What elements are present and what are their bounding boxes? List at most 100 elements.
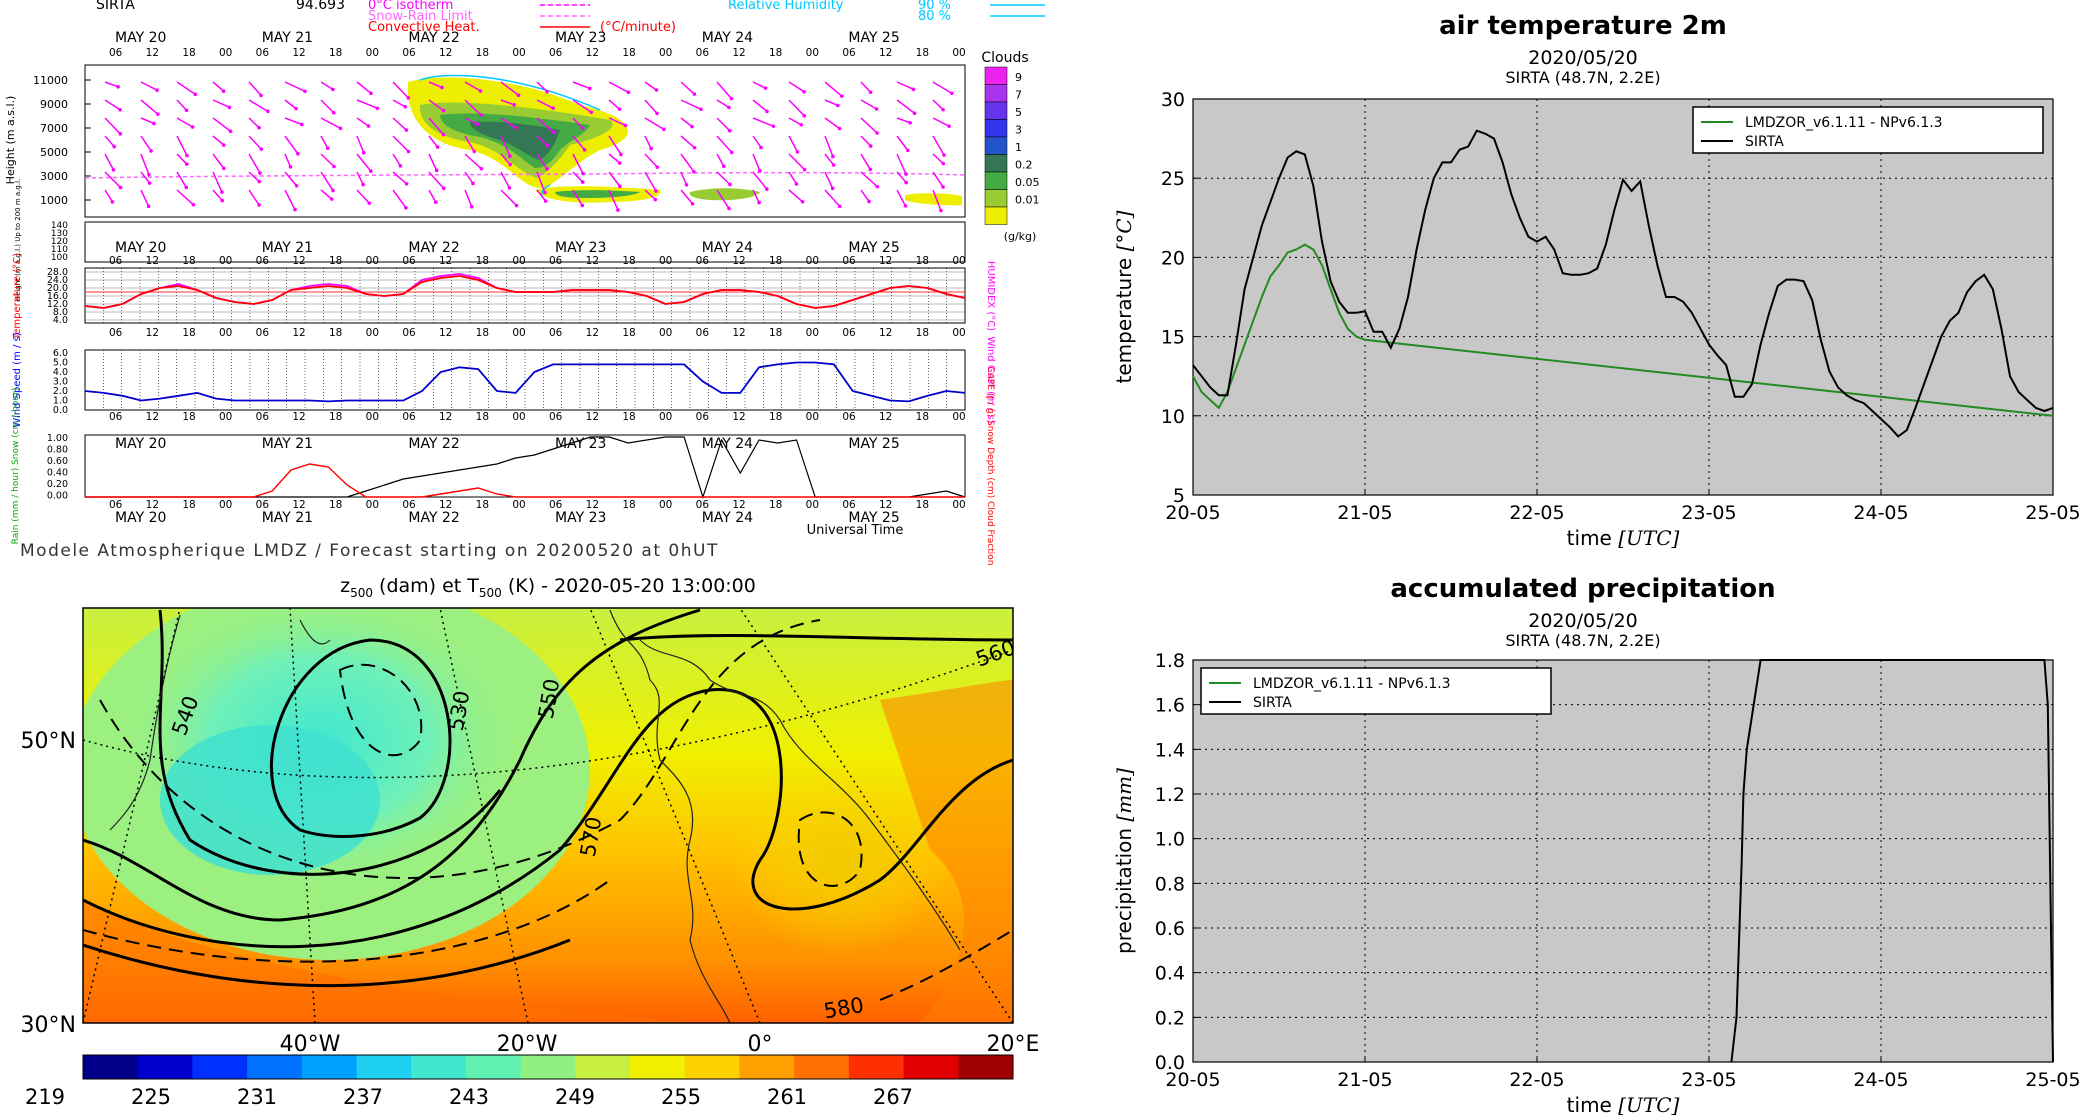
wind-arrow bbox=[140, 117, 155, 125]
height-tick: 11000 bbox=[33, 74, 68, 87]
wind-arrow-head bbox=[110, 200, 115, 204]
y-tick-label: 0.6 bbox=[1155, 918, 1185, 940]
contour-530 bbox=[269, 638, 452, 838]
wind-arrow-head bbox=[582, 147, 587, 152]
hour-label: 00 bbox=[952, 499, 965, 511]
day-label: MAY 24 bbox=[702, 30, 753, 46]
day-label: MAY 20 bbox=[115, 30, 166, 46]
wind-arrow bbox=[464, 189, 473, 207]
wind-arrow-head bbox=[258, 171, 262, 175]
height-tick: 7000 bbox=[40, 122, 68, 135]
hour-label: 18 bbox=[622, 255, 635, 267]
wind-arrow-head bbox=[794, 182, 799, 186]
hour-label: 06 bbox=[696, 411, 710, 423]
wind-arrow-head bbox=[728, 182, 732, 187]
day-label: MAY 25 bbox=[848, 240, 899, 256]
wind-arrow bbox=[680, 189, 694, 205]
hour-label: 18 bbox=[622, 327, 635, 339]
wind-arrow-head bbox=[288, 165, 293, 169]
hour-label: 06 bbox=[549, 47, 563, 59]
wind-arrow bbox=[608, 135, 622, 155]
hour-label: 12 bbox=[879, 255, 892, 267]
wind-arrows bbox=[104, 81, 954, 213]
wind-arrow bbox=[176, 81, 196, 95]
hour-label: 18 bbox=[916, 327, 929, 339]
hour-label: 06 bbox=[256, 499, 270, 511]
hour-label: 00 bbox=[806, 411, 819, 423]
day-label: MAY 20 bbox=[115, 240, 166, 256]
meteogram-lowlevel-panel bbox=[84, 221, 966, 263]
wind-arrow-head bbox=[507, 186, 512, 190]
hour-label: 12 bbox=[146, 47, 159, 59]
wind-arrow-head bbox=[221, 143, 226, 147]
wind-arrow-head bbox=[911, 87, 916, 92]
wind-arrow bbox=[140, 153, 150, 175]
wind-arrow-head bbox=[840, 94, 844, 98]
wind-arrow bbox=[752, 99, 768, 112]
x-axis-label: time [UTC] bbox=[1567, 1093, 1680, 1117]
wind-arrow-head bbox=[875, 184, 880, 189]
hour-label: 12 bbox=[439, 47, 452, 59]
wind-arrow-head bbox=[692, 92, 697, 96]
hour-label: 18 bbox=[182, 499, 195, 511]
hour-label: 18 bbox=[476, 499, 489, 511]
colorbar-swatch bbox=[984, 136, 1008, 155]
hour-label: 06 bbox=[256, 327, 270, 339]
meteogram-precip-content: 1.000.800.600.400.200.00 Rain (mm / hour)… bbox=[11, 367, 995, 566]
y-tick-label: 10 bbox=[1161, 406, 1185, 428]
wind-arrow bbox=[500, 81, 520, 96]
wind-arrow bbox=[356, 135, 365, 153]
wind-arrow bbox=[104, 189, 114, 203]
hour-label: 18 bbox=[622, 499, 635, 511]
map-colorbar-swatch bbox=[465, 1055, 522, 1079]
wind-arrow-head bbox=[228, 129, 233, 134]
wind-arrow bbox=[644, 171, 657, 192]
wind-arrow bbox=[680, 171, 688, 186]
hour-label: 12 bbox=[146, 411, 159, 423]
y-tick-label: 30 bbox=[1161, 89, 1185, 111]
hour-label: 18 bbox=[916, 411, 929, 423]
wind-arrow bbox=[716, 189, 730, 209]
x-axis-label: time [UTC] bbox=[1567, 526, 1680, 550]
hour-label: 00 bbox=[512, 327, 525, 339]
wind-arrow bbox=[716, 171, 731, 186]
hour-label: 00 bbox=[512, 255, 525, 267]
isotherm-cutoff bbox=[797, 811, 863, 887]
wind-arrow-head bbox=[296, 151, 300, 156]
colorbar-swatch bbox=[984, 189, 1008, 208]
hour-label: 00 bbox=[659, 411, 672, 423]
cape-axis-label: CAPE (J / g) Snow Depth (cm) Cloud Fract… bbox=[985, 367, 995, 566]
wind-arrow-head bbox=[329, 197, 334, 201]
colorbar-tick: 0.2 bbox=[1015, 159, 1033, 172]
wind-arrow bbox=[896, 99, 916, 114]
wind-arrow-head bbox=[868, 144, 873, 148]
wind-arrow bbox=[860, 99, 877, 110]
hour-label: 06 bbox=[256, 411, 270, 423]
wind-arrow-head bbox=[589, 110, 594, 115]
hour-label: 18 bbox=[476, 47, 489, 59]
hour-label: 18 bbox=[622, 47, 635, 59]
hour-label: 12 bbox=[732, 411, 745, 423]
coastline-greenland bbox=[109, 614, 181, 831]
y-axis-label-text: precipitation bbox=[1112, 822, 1136, 954]
hour-label: 00 bbox=[952, 327, 965, 339]
meteogram-temperature-content: 28.024.020.016.012.08.04.0 Temperature (°… bbox=[12, 253, 996, 340]
wind-arrow-head bbox=[155, 88, 159, 92]
x-tick-label: 22-05 bbox=[1509, 1069, 1564, 1091]
wind-arrow-head bbox=[721, 164, 726, 169]
precip-tick: 0.00 bbox=[47, 491, 68, 502]
colorbar-tick: 0.01 bbox=[1015, 194, 1040, 207]
wind-arrow-head bbox=[802, 167, 807, 172]
legend-box bbox=[1200, 667, 1552, 715]
wind-arrow-head bbox=[398, 164, 403, 168]
wind-arrow bbox=[572, 99, 592, 113]
day-label: MAY 24 bbox=[702, 436, 753, 452]
lon-label: 20°E bbox=[987, 1032, 1040, 1057]
wind-arrow-head bbox=[831, 163, 836, 167]
wind-arrow bbox=[860, 171, 878, 188]
wind-arrow-head bbox=[227, 105, 232, 110]
wind-arrow bbox=[104, 135, 115, 148]
low-tick: 130 bbox=[51, 229, 68, 239]
